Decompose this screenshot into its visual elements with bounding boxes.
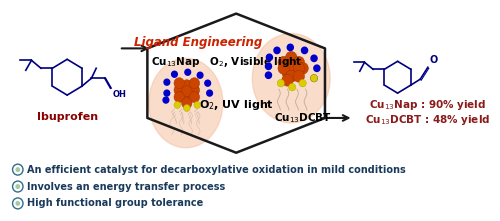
Circle shape	[288, 83, 296, 91]
Circle shape	[182, 80, 192, 91]
Text: Cu$_{13}$Nap : 90% yield: Cu$_{13}$Nap : 90% yield	[370, 98, 486, 112]
Text: O$_2$, UV light: O$_2$, UV light	[198, 98, 274, 112]
Text: An efficient catalyst for decarboxylative oxidation in mild conditions: An efficient catalyst for decarboxylativ…	[28, 165, 406, 175]
Circle shape	[286, 51, 297, 63]
Circle shape	[185, 69, 190, 75]
Text: Ligand Engineering: Ligand Engineering	[134, 36, 262, 49]
Circle shape	[314, 65, 320, 71]
Text: Cu$_{13}$DCBT: Cu$_{13}$DCBT	[274, 111, 332, 125]
Circle shape	[286, 59, 297, 71]
Ellipse shape	[149, 58, 223, 148]
Text: Involves an energy transfer process: Involves an energy transfer process	[28, 181, 226, 192]
Circle shape	[205, 80, 210, 86]
Circle shape	[178, 91, 188, 102]
Circle shape	[163, 97, 169, 103]
Circle shape	[290, 66, 300, 78]
Circle shape	[189, 85, 200, 96]
Circle shape	[16, 201, 20, 206]
Circle shape	[186, 91, 196, 102]
Text: OH: OH	[112, 90, 126, 99]
Circle shape	[311, 55, 317, 61]
Circle shape	[266, 72, 272, 78]
Circle shape	[172, 71, 177, 77]
Circle shape	[282, 74, 293, 86]
Circle shape	[174, 78, 184, 89]
Circle shape	[174, 92, 184, 103]
Circle shape	[278, 56, 289, 68]
Circle shape	[174, 102, 180, 109]
Circle shape	[189, 78, 200, 89]
Circle shape	[182, 98, 192, 109]
Ellipse shape	[252, 34, 330, 123]
Circle shape	[293, 62, 304, 74]
Circle shape	[293, 56, 304, 68]
Circle shape	[299, 79, 306, 87]
Circle shape	[164, 79, 170, 85]
Circle shape	[277, 79, 284, 87]
Circle shape	[184, 105, 190, 111]
Circle shape	[278, 62, 289, 74]
Text: Cu$_{13}$DCBT : 48% yield: Cu$_{13}$DCBT : 48% yield	[366, 113, 490, 127]
Circle shape	[311, 75, 317, 81]
Circle shape	[16, 167, 20, 172]
Circle shape	[286, 70, 297, 82]
Circle shape	[266, 63, 272, 69]
Circle shape	[197, 72, 203, 78]
Text: High functional group tolerance: High functional group tolerance	[28, 198, 204, 208]
Circle shape	[293, 70, 304, 82]
Circle shape	[282, 66, 293, 78]
Text: O: O	[430, 55, 438, 65]
Text: Cu$_{13}$Nap   O$_2$, Visible light: Cu$_{13}$Nap O$_2$, Visible light	[151, 55, 302, 69]
Circle shape	[302, 47, 308, 53]
Circle shape	[206, 90, 212, 96]
Circle shape	[164, 90, 170, 96]
Circle shape	[310, 74, 318, 82]
Circle shape	[274, 47, 280, 53]
Text: Ibuprofen: Ibuprofen	[36, 112, 98, 122]
Circle shape	[297, 62, 308, 74]
Circle shape	[194, 102, 200, 109]
Circle shape	[174, 85, 184, 96]
Circle shape	[288, 44, 294, 51]
Circle shape	[189, 92, 200, 103]
Circle shape	[16, 184, 20, 189]
Circle shape	[182, 86, 192, 97]
Circle shape	[266, 54, 272, 61]
